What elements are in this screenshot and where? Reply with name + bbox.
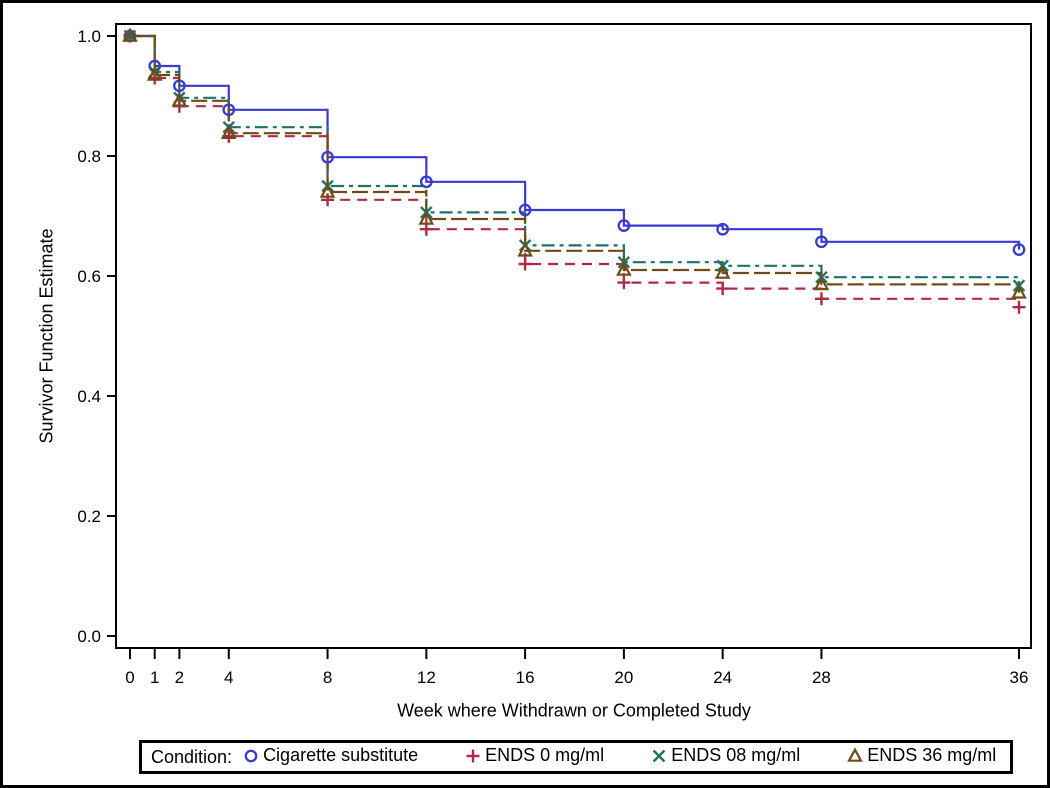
- y-axis-tick-label: 0.4: [77, 387, 101, 406]
- legend-item-label: ENDS 08 mg/ml: [671, 744, 801, 765]
- x-axis-tick-label: 8: [323, 668, 332, 687]
- legend-item: ENDS 08 mg/ml: [650, 745, 800, 766]
- x-axis-tick-label: 28: [812, 668, 831, 687]
- series-line-triangle: [130, 34, 1021, 293]
- legend-title: Condition:: [151, 746, 233, 767]
- x-axis-tick-label: 0: [125, 668, 134, 687]
- legend-item: ENDS 36 mg/ml: [846, 745, 996, 766]
- x-axis-tick-label: 36: [1010, 668, 1029, 687]
- legend-item-label: ENDS 36 mg/ml: [867, 744, 997, 765]
- x-axis: 0 1 2 4 8 12 16 20 24 28 36: [125, 648, 1028, 687]
- x-axis-tick-label: 12: [417, 668, 436, 687]
- legend-item: Cigarette substitute: [242, 745, 418, 766]
- y-axis-tick-label: 0.6: [77, 267, 101, 286]
- x-axis-tick-label: 2: [175, 668, 184, 687]
- plot-frame: [115, 23, 1032, 649]
- triangle-marker-icon: [847, 747, 864, 763]
- x-axis-tick-label: 24: [713, 668, 732, 687]
- plus-marker-icon: [466, 749, 480, 763]
- series-markers-plus: [123, 29, 1026, 314]
- series-markers-triangle: [122, 27, 1027, 299]
- y-axis: 0.0 0.2 0.4 0.6 0.8 1.0: [77, 27, 116, 646]
- legend-items: Cigarette substitute ENDS 0 mg/ml ENDS 08 …: [242, 745, 996, 770]
- circle-marker-icon: [244, 749, 258, 763]
- x-axis-title: Week where Withdrawn or Completed Study: [397, 700, 751, 721]
- x-axis-tick-label: 4: [224, 668, 233, 687]
- series-line-plus: [130, 34, 1021, 308]
- y-axis-tick-label: 0.8: [77, 147, 101, 166]
- x-axis-tick-label: 16: [516, 668, 535, 687]
- y-axis-tick-label: 1.0: [77, 27, 101, 46]
- y-axis-tick-label: 0.2: [77, 507, 101, 526]
- series-markers-x: [123, 29, 1026, 292]
- series-line-x: [130, 34, 1021, 286]
- x-axis-tick-label: 1: [150, 668, 159, 687]
- x-marker-icon: [652, 750, 666, 763]
- x-axis-tick-label: 20: [614, 668, 633, 687]
- legend-item-label: Cigarette substitute: [263, 744, 419, 765]
- series-line-circle: [130, 34, 1021, 250]
- y-axis-title: Survivor Function Estimate: [36, 228, 57, 444]
- survival-step-chart: 0.00.20.40.60.81.00 1 2 4 8 12 16 20 24 28 36: [77, 23, 1032, 687]
- y-axis-tick-label: 0.0: [77, 627, 101, 646]
- legend-item-label: ENDS 0 mg/ml: [485, 744, 605, 765]
- legend-item: ENDS 0 mg/ml: [464, 745, 604, 766]
- series-markers-circle: [123, 29, 1026, 256]
- legend-box: Condition: Cigarette substitute ENDS 0 mg…: [139, 740, 1013, 774]
